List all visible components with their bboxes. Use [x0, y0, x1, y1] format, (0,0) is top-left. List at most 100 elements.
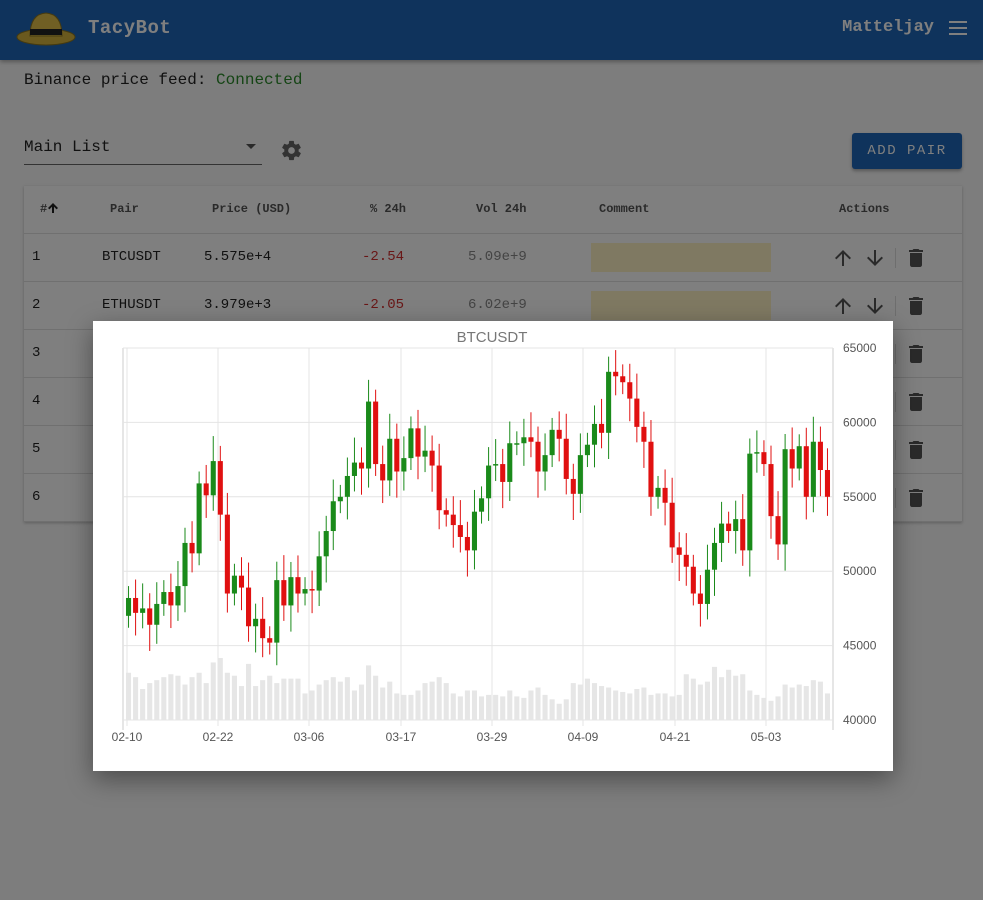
volume-bar	[761, 697, 767, 720]
volume-bar	[133, 677, 139, 720]
candle-body	[408, 428, 414, 459]
volume-bar	[641, 687, 647, 720]
candle-body	[782, 449, 788, 545]
volume-bar	[408, 694, 414, 720]
volume-bar	[669, 696, 675, 720]
candle-body	[140, 608, 146, 613]
volume-bar	[260, 680, 266, 720]
candle-body	[330, 501, 336, 532]
candle-body	[429, 450, 435, 466]
candle-body	[373, 401, 379, 465]
volume-bar	[563, 699, 569, 720]
candle-body	[196, 483, 202, 554]
volume-bar	[711, 666, 718, 720]
volume-bar	[782, 684, 788, 720]
volume-bar	[556, 703, 562, 720]
candle-body	[210, 461, 216, 496]
candle-body	[810, 441, 816, 497]
volume-bar	[824, 693, 831, 720]
volume-bar	[316, 684, 322, 720]
volume-bar	[443, 683, 449, 720]
x-tick-label: 02-22	[203, 730, 234, 744]
candle-body	[768, 464, 774, 517]
x-tick-label: 02-10	[112, 730, 143, 744]
candle-body	[754, 452, 760, 454]
candle-body	[620, 376, 626, 383]
volume-bar	[471, 690, 478, 720]
candle-body	[676, 547, 682, 555]
candle-body	[351, 462, 357, 476]
volume-bar	[500, 696, 506, 720]
volume-bar	[373, 675, 379, 720]
candle-body	[599, 423, 605, 433]
candle-body	[648, 441, 654, 497]
candle-body	[775, 516, 781, 545]
volume-bar	[634, 689, 640, 720]
candle-body	[464, 536, 470, 551]
candle-body	[542, 455, 548, 472]
candle-body	[316, 556, 322, 591]
candle-body	[528, 437, 534, 442]
volume-bar	[493, 694, 499, 720]
volume-bar	[584, 678, 590, 720]
volume-bar	[175, 675, 181, 720]
volume-bar	[796, 684, 802, 720]
volume-bar	[719, 677, 725, 720]
volume-bar	[231, 675, 237, 720]
volume-bar	[196, 672, 202, 720]
volume-bar	[217, 658, 223, 720]
candle-body	[803, 446, 809, 497]
volume-bar	[768, 700, 774, 720]
candle-body	[549, 429, 555, 456]
candle-body	[493, 464, 499, 466]
candle-body	[415, 428, 421, 457]
volume-bar	[302, 693, 308, 720]
x-tick-label: 03-06	[294, 730, 325, 744]
volume-bar	[683, 674, 689, 720]
candle-body	[189, 542, 195, 554]
x-tick-label: 03-17	[386, 730, 417, 744]
volume-bar	[740, 674, 746, 720]
chart-title: BTCUSDT	[457, 329, 528, 346]
volume-bar	[450, 693, 456, 720]
candle-body	[288, 577, 294, 606]
candle-body	[726, 523, 732, 532]
candle-body	[634, 398, 640, 427]
candle-body	[683, 554, 689, 567]
volume-bar	[775, 696, 781, 720]
candle-body	[182, 542, 188, 587]
candle-body	[450, 514, 456, 526]
volume-bar	[620, 691, 626, 720]
volume-bar	[457, 696, 463, 720]
volume-bar	[161, 677, 167, 720]
volume-bar	[125, 672, 132, 720]
volume-bar	[747, 690, 753, 720]
volume-bar	[599, 686, 605, 720]
candle-body	[641, 426, 647, 442]
candle-body	[655, 487, 661, 497]
candle-body	[719, 523, 725, 543]
volume-bar	[535, 687, 541, 720]
candle-body	[457, 525, 463, 537]
volume-bar	[147, 683, 153, 720]
volume-bar	[267, 675, 273, 720]
candle-body	[281, 580, 287, 606]
volume-bar	[528, 690, 534, 720]
y-tick-label: 40000	[843, 713, 877, 727]
candle-body	[274, 580, 280, 643]
candle-body	[168, 592, 174, 606]
volume-bar	[521, 697, 527, 720]
volume-bar	[549, 699, 555, 720]
volume-bar	[436, 677, 442, 720]
candle-body	[133, 597, 139, 613]
y-tick-label: 65000	[843, 341, 877, 355]
volume-bar	[203, 683, 209, 720]
candle-body	[591, 423, 598, 445]
candle-body	[690, 566, 696, 594]
volume-bar	[154, 680, 160, 720]
candle-body	[267, 638, 273, 643]
volume-bar	[606, 687, 612, 720]
y-tick-label: 45000	[843, 639, 877, 653]
y-tick-label: 50000	[843, 564, 877, 578]
candle-body	[366, 401, 372, 469]
